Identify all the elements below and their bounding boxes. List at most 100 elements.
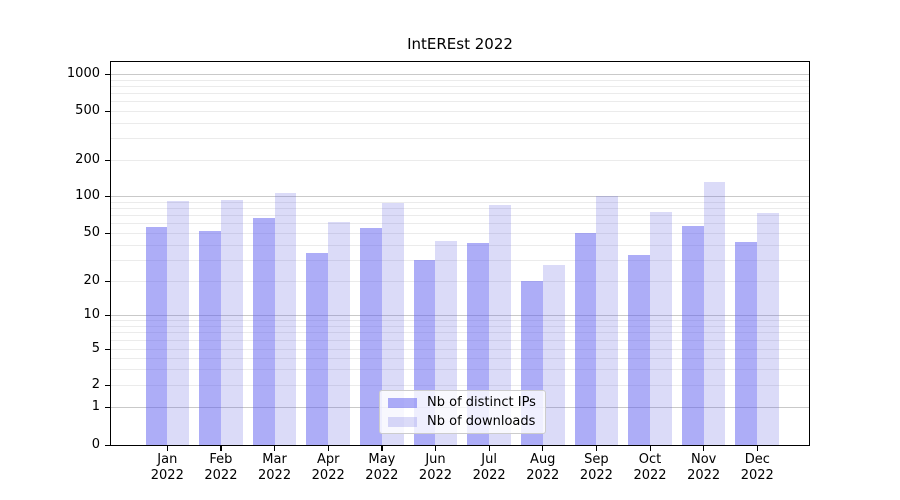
gridline-minor-6 [111,340,809,342]
chart-title: IntEREst 2022 [407,35,513,53]
x-tick-dec [756,446,758,451]
y-tick-label-10: 10 [83,307,100,322]
x-tick-label-jun: Jun 2022 [418,452,453,483]
gridline-minor-600 [111,101,809,103]
bar-distinct-ips-sep [574,233,597,445]
gridline-minor-50 [111,233,809,234]
legend-label-distinct-ips: Nb of distinct IPs [427,395,536,410]
y-tick-label-100: 100 [75,188,100,203]
x-tick-sep [595,446,598,451]
y-tick-label-1: 1 [91,399,100,414]
bar-downloads-oct [650,212,672,445]
y-tick-5 [105,348,110,350]
x-tick-feb [220,446,222,451]
y-tick-label-2: 2 [91,377,100,392]
bar-downloads-dec [757,212,780,445]
gridline-major-100 [111,196,809,197]
bar-distinct-ips-mar [252,218,275,445]
y-tick-500 [105,110,110,112]
bar-distinct-ips-oct [628,254,651,445]
x-tick-jul [488,446,490,451]
gridline-minor-7 [111,332,809,334]
gridline-minor-200 [111,160,809,161]
gridline-minor-700 [111,93,809,95]
legend-swatch-downloads [388,416,417,427]
gridline-minor-80 [111,207,809,209]
gridline-minor-9 [111,320,809,322]
y-tick-label-1000: 1000 [66,66,100,81]
gridline-minor-800 [111,85,809,87]
y-tick-20 [105,280,110,282]
y-tick-label-500: 500 [75,103,100,118]
bar-distinct-ips-feb [199,230,221,445]
bar-downloads-jul [489,204,511,445]
bar-downloads-feb [220,199,243,445]
gridline-minor-3 [111,369,809,371]
bar-downloads-sep [596,196,619,445]
bar-distinct-ips-jan [145,226,168,445]
y-tick-2 [105,384,110,386]
x-tick-label-oct: Oct 2022 [633,452,667,483]
gridline-minor-5 [111,349,809,350]
legend-item-distinct-ips: Nb of distinct IPs [388,395,537,410]
x-tick-apr [327,446,329,451]
x-tick-oct [649,446,651,451]
x-tick-nov [703,446,705,451]
y-tick-label-20: 20 [83,273,100,288]
bar-downloads-may [381,203,404,445]
gridline-major-1000 [111,74,809,75]
gridline-minor-4 [111,357,809,359]
x-tick-mar [274,446,276,451]
y-tick-1 [105,406,110,408]
gridline-minor-30 [111,259,809,261]
x-tick-may [381,446,383,451]
y-tick-label-50: 50 [83,225,100,240]
bar-distinct-ips-apr [306,253,329,445]
x-tick-jun [434,446,437,451]
legend: Nb of distinct IPs Nb of downloads [379,390,546,434]
y-tick-200 [105,159,110,161]
x-tick-jan [166,446,168,451]
y-tick-100 [105,195,110,197]
y-tick-label-5: 5 [91,341,100,356]
x-tick-label-apr: Apr 2022 [311,452,345,483]
gridline-minor-900 [111,79,809,81]
x-tick-label-sep: Sep 2022 [579,452,613,483]
x-tick-label-jul: Jul 2022 [472,452,506,483]
y-tick-label-0: 0 [91,437,100,452]
gridline-minor-300 [111,138,809,140]
x-tick-label-dec: Dec 2022 [740,452,774,483]
gridline-minor-400 [111,122,809,124]
gridline-minor-90 [111,201,809,203]
y-tick-0 [105,444,110,446]
bar-distinct-ips-may [360,227,382,445]
bar-downloads-mar [274,192,297,445]
gridline-minor-500 [111,111,809,112]
legend-label-downloads: Nb of downloads [427,414,536,429]
gridline-minor-40 [111,244,809,246]
y-tick-1000 [105,73,110,75]
gridline-major-10 [111,315,809,316]
y-tick-50 [105,232,110,234]
x-tick-label-nov: Nov 2022 [687,452,721,483]
x-tick-label-feb: Feb 2022 [204,452,238,483]
legend-swatch-distinct-ips [388,397,417,408]
bar-downloads-apr [328,221,350,445]
x-tick-label-aug: Aug 2022 [526,452,560,483]
y-tick-10 [105,314,110,316]
bar-downloads-aug [542,265,565,445]
bar-distinct-ips-nov [681,226,704,445]
gridline-minor-70 [111,215,809,217]
gridline-minor-2 [111,385,809,386]
x-tick-label-may: May 2022 [365,452,399,483]
bar-distinct-ips-dec [735,242,758,445]
x-tick-aug [542,446,544,451]
plot-area [110,61,810,446]
bar-downloads-nov [703,182,726,445]
x-tick-label-mar: Mar 2022 [258,452,292,483]
gridline-minor-60 [111,223,809,225]
gridline-minor-8 [111,325,809,327]
legend-item-downloads: Nb of downloads [388,414,537,429]
bar-downloads-jan [167,201,190,445]
